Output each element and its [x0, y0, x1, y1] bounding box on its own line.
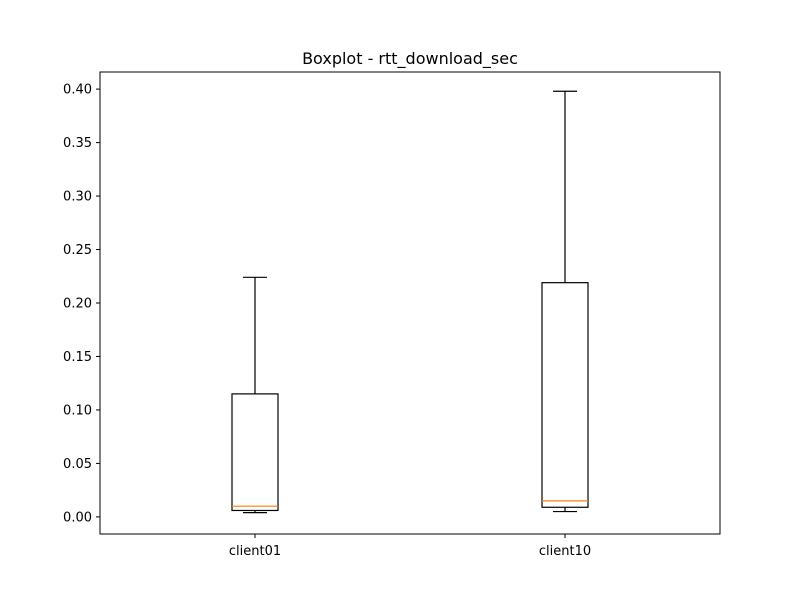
y-tick-label: 0.30: [63, 190, 92, 205]
chart-title: Boxplot - rtt_download_sec: [302, 49, 518, 69]
y-tick-label: 0.25: [63, 243, 92, 258]
y-tick-label: 0.40: [63, 83, 92, 98]
x-axis: client01 client10: [229, 534, 591, 559]
y-axis: 0.00 0.05 0.10 0.15 0.20 0.25 0.30 0.35 0.40: [63, 83, 100, 525]
y-tick-label: 0.20: [63, 297, 92, 312]
iqr-box: [231, 393, 279, 512]
iqr-box: [541, 282, 589, 508]
y-tick-label: 0.00: [63, 510, 92, 525]
x-tick-label: client01: [229, 544, 281, 559]
box-client10: [541, 90, 589, 513]
y-tick-label: 0.10: [63, 403, 92, 418]
boxes-group: [231, 90, 589, 514]
plot-area-frame: [99, 71, 721, 535]
y-tick-label: 0.35: [63, 136, 92, 151]
box-client01: [231, 276, 279, 514]
y-tick-label: 0.05: [63, 457, 92, 472]
y-tick-label: 0.15: [63, 350, 92, 365]
x-tick-label: client10: [539, 544, 591, 559]
